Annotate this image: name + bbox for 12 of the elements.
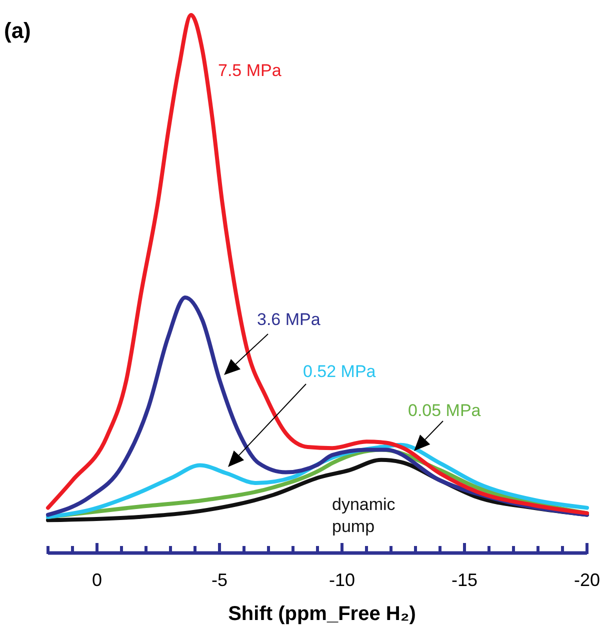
x-axis-title: Shift (ppm_Free H₂) bbox=[228, 603, 416, 625]
x-tick-label: -5 bbox=[211, 570, 228, 590]
text: 0.52 MPa bbox=[303, 362, 376, 381]
x-tick-label: -15 bbox=[451, 570, 478, 590]
series-label: 0.05 MPa bbox=[408, 401, 482, 420]
text: 3.6 MPa bbox=[257, 310, 321, 329]
series-label: 7.5 MPa bbox=[218, 61, 282, 80]
series-label: dynamic pump bbox=[332, 495, 396, 536]
chart-title: (a) bbox=[4, 18, 31, 43]
x-tick-label: -20 bbox=[574, 570, 600, 590]
x-tick-label: 0 bbox=[92, 570, 102, 590]
x-tick-label: -10 bbox=[328, 570, 356, 590]
